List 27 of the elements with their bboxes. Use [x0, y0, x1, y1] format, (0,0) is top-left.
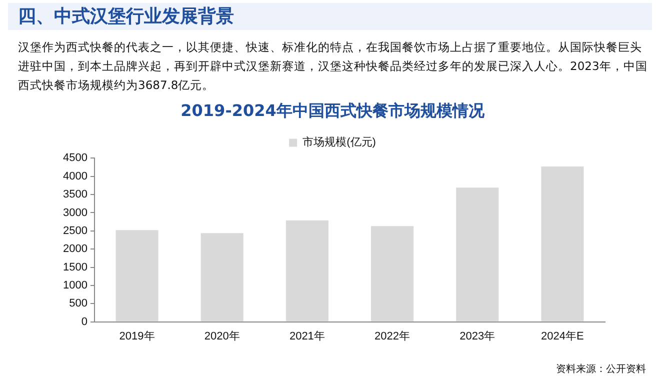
text: 资料来源：公开资料	[556, 362, 646, 376]
x-tick-label: 2024年E	[541, 330, 584, 342]
x-tick-label: 2022年	[374, 330, 410, 342]
y-tick-label: 3500	[62, 188, 88, 201]
y-tick-label: 1000	[62, 279, 88, 292]
x-tick-label: 2021年	[289, 330, 325, 342]
x-tick-label: 2019年	[119, 330, 155, 342]
x-tick-label: 2023年	[460, 330, 496, 342]
bar	[286, 220, 328, 322]
x-tick-label: 2020年	[204, 330, 240, 342]
chart-title: 2019-2024年中国西式快餐市场规模情况	[180, 100, 486, 120]
bar	[456, 188, 499, 322]
text: 汉堡作为西式快餐的代表之一，以其便捷、快速、标准化的特点，在我国餐饮市场上占据了重要地位。从国际快餐巨头进驻中国，到本土品牌兴起，再到开辟中式汉堡新赛道，汉堡这种快餐品类经过多年的发展已深入人心。2023年，中国西式快餐市场规模约为3687.8亿元。	[18, 39, 648, 94]
y-tick-label: 4000	[62, 170, 88, 182]
bar	[116, 230, 158, 322]
y-tick-label: 4500	[62, 152, 88, 164]
y-tick-label: 3000	[62, 206, 88, 219]
bar	[371, 226, 414, 322]
text: 四、中式汉堡行业发展背景	[8, 3, 652, 30]
y-tick-label: 2500	[62, 224, 88, 237]
y-tick-label: 500	[69, 298, 88, 310]
y-tick-label: 2000	[62, 243, 88, 256]
y-tick-label: 0	[81, 316, 88, 328]
bar	[541, 166, 584, 322]
bar	[200, 233, 244, 322]
legend-label: 市场规模(亿元)	[302, 136, 376, 149]
y-tick-label: 1500	[62, 261, 88, 274]
